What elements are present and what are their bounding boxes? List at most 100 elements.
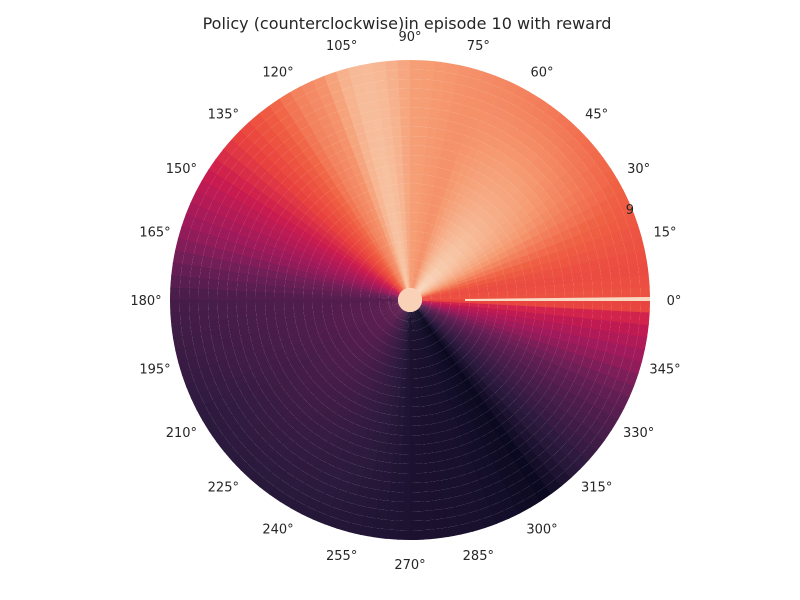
heatmap-cell: [179, 275, 191, 290]
heatmap-cell: [363, 344, 373, 354]
heatmap-cell: [382, 268, 391, 278]
heatmap-cell: [573, 289, 584, 300]
heatmap-cell: [414, 240, 420, 251]
heatmap-cell: [400, 463, 412, 474]
heatmap-cell: [473, 393, 485, 406]
heatmap-cell: [590, 317, 602, 331]
heatmap-cell: [343, 278, 354, 286]
heatmap-cell: [448, 141, 461, 154]
heatmap-cell: [329, 260, 341, 269]
heatmap-cell: [450, 299, 460, 303]
heatmap-cell: [398, 511, 412, 521]
heatmap-cell: [387, 325, 395, 336]
heatmap-cell: [356, 215, 366, 227]
heatmap-cell: [220, 217, 235, 233]
heatmap-cell: [312, 373, 324, 385]
heatmap-cell: [494, 388, 507, 401]
heatmap-cell: [459, 329, 470, 338]
heatmap-cell: [389, 223, 396, 234]
heatmap-cell: [462, 400, 474, 413]
heatmap-cell: [236, 308, 248, 320]
heatmap-cell: [373, 518, 389, 530]
heatmap-cell: [460, 247, 472, 257]
heatmap-cell: [414, 320, 419, 331]
heatmap-cell: [200, 256, 213, 270]
heatmap-cell: [420, 304, 431, 309]
heatmap-cell: [441, 369, 451, 381]
heatmap-cell: [284, 202, 298, 216]
heatmap-cell: [430, 306, 440, 312]
heatmap-cell: [462, 209, 473, 222]
heatmap-cell: [393, 285, 402, 293]
heatmap-cell: [425, 314, 434, 322]
heatmap-cell: [376, 499, 391, 511]
heatmap-cell: [421, 174, 430, 185]
heatmap-cell: [406, 359, 411, 369]
heatmap-cell: [394, 386, 402, 398]
heatmap-cell: [458, 392, 469, 404]
heatmap-cell: [399, 492, 412, 502]
heatmap-cell: [411, 259, 415, 270]
heatmap-cell: [334, 368, 346, 381]
heatmap-cell: [430, 344, 438, 355]
heatmap-cell: [303, 343, 316, 354]
heatmap-cell: [428, 166, 439, 177]
heatmap-cell: [402, 279, 407, 289]
heatmap-cell: [445, 210, 455, 222]
heatmap-cell: [522, 323, 534, 333]
heatmap-cell: [421, 519, 436, 531]
heatmap-cell: [230, 336, 243, 349]
heatmap-cell: [499, 235, 511, 247]
heatmap-cell: [374, 250, 383, 260]
heatmap-cell: [434, 128, 447, 140]
heatmap-cell: [380, 118, 392, 129]
heatmap-cell: [444, 62, 460, 75]
heatmap-cell: [429, 287, 439, 293]
heatmap-cell: [395, 261, 401, 272]
heatmap-cell: [377, 216, 386, 227]
heatmap-cell: [568, 332, 580, 345]
heatmap-cell: [389, 263, 396, 274]
heatmap-cell: [391, 376, 399, 388]
heatmap-cell: [280, 378, 294, 392]
heatmap-cell: [389, 336, 396, 347]
heatmap-cell: [487, 205, 500, 218]
heatmap-cell: [632, 236, 645, 253]
heatmap-cell: [300, 374, 313, 387]
heatmap-cell: [430, 305, 440, 310]
heatmap-cell: [418, 107, 431, 119]
heatmap-cell: [434, 373, 443, 384]
heatmap-cell: [420, 305, 429, 312]
heatmap-cell: [583, 298, 593, 310]
heatmap-cell: [388, 296, 399, 299]
heatmap-cell: [391, 242, 398, 253]
heatmap-cell: [235, 234, 249, 248]
heatmap-cell: [372, 128, 385, 140]
heatmap-cell: [187, 357, 201, 373]
heatmap-cell: [172, 250, 185, 266]
heatmap-cell: [430, 245, 438, 256]
heatmap-cell: [224, 347, 237, 361]
heatmap-cell: [340, 86, 356, 100]
heatmap-cell: [330, 365, 342, 377]
heatmap-cell: [441, 497, 456, 509]
heatmap-cell: [406, 278, 409, 289]
heatmap-cell: [322, 217, 335, 229]
heatmap-cell: [515, 280, 526, 289]
heatmap-cell: [399, 126, 410, 137]
heatmap-cell: [351, 307, 362, 313]
heatmap-cell: [369, 297, 380, 301]
heatmap-cell: [419, 287, 429, 294]
heatmap-cell: [392, 286, 401, 294]
heatmap-cell: [354, 228, 364, 240]
heatmap-cell: [399, 482, 412, 493]
heatmap-cell: [354, 361, 365, 372]
heatmap-cell: [373, 312, 383, 319]
heatmap-cell: [219, 259, 231, 273]
heatmap-cell: [439, 289, 450, 294]
heatmap-cell: [573, 307, 584, 319]
heatmap-cell: [402, 174, 410, 184]
heatmap-cell: [403, 193, 410, 203]
heatmap-cell: [458, 104, 473, 117]
heatmap-cell: [568, 253, 580, 266]
